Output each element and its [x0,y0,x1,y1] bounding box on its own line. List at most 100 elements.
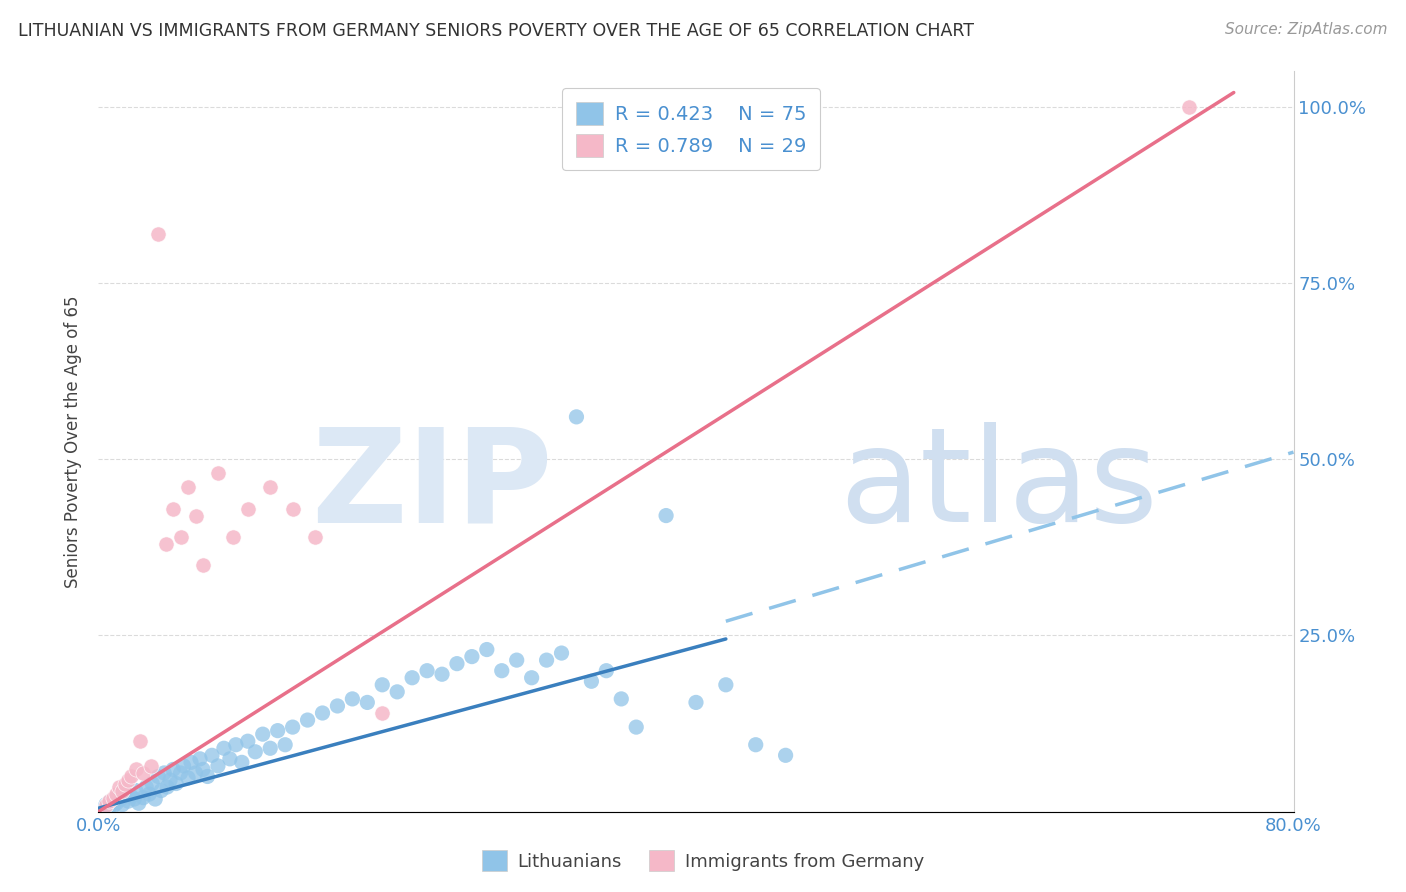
Point [135,780,157,794]
Point [626,720,648,734]
Point [132,790,155,805]
Point [191,558,214,572]
Point [156,780,179,794]
Point [401,671,423,685]
Point [120,789,142,804]
Point [110,792,132,806]
Point [281,501,304,516]
Point [259,480,281,494]
Point [180,756,202,770]
Point [274,738,297,752]
Point [371,678,394,692]
Point [117,794,139,808]
Point [114,787,136,801]
Point [219,752,242,766]
Point [159,772,181,787]
Text: ZIP: ZIP [311,423,553,549]
Point [491,664,513,678]
Point [610,692,633,706]
Point [103,790,125,805]
Y-axis label: Seniors Poverty Over the Age of 65: Seniors Poverty Over the Age of 65 [65,295,83,588]
Point [356,695,378,709]
Point [595,664,617,678]
Point [207,467,229,481]
Point [565,409,588,424]
Point [252,727,274,741]
Point [342,692,364,706]
Point [304,530,326,544]
Legend: R = 0.423    N = 75, R = 0.789    N = 29: R = 0.423 N = 75, R = 0.789 N = 29 [562,88,820,170]
Point [125,783,148,797]
Point [1178,100,1201,114]
Point [125,763,148,777]
Point [685,695,707,709]
Point [297,713,319,727]
Point [111,797,134,812]
Point [184,766,207,780]
Point [139,759,162,773]
Point [155,537,177,551]
Point [107,790,129,805]
Point [430,667,453,681]
Point [655,508,678,523]
Point [475,642,498,657]
Point [461,649,484,664]
Point [117,772,139,787]
Point [124,792,146,806]
Point [143,792,166,806]
Point [103,799,125,814]
Point [581,674,603,689]
Point [212,741,235,756]
Point [148,769,170,783]
Point [267,723,290,738]
Point [201,748,224,763]
Point [326,501,349,516]
Point [98,794,122,808]
Point [162,501,184,516]
Point [120,769,142,783]
Point [222,530,245,544]
Point [148,227,170,241]
Point [236,734,259,748]
Point [245,745,267,759]
Point [94,797,117,812]
Point [97,801,120,815]
Point [714,678,737,692]
Point [108,780,131,794]
Point [416,664,439,678]
Point [169,766,191,780]
Legend: Lithuanians, Immigrants from Germany: Lithuanians, Immigrants from Germany [474,843,932,879]
Point [184,508,207,523]
Point [207,759,229,773]
Point [173,759,195,773]
Point [326,698,349,713]
Point [311,706,333,720]
Point [138,787,160,801]
Point [141,776,163,790]
Point [132,766,155,780]
Point [188,752,211,766]
Point [520,671,543,685]
Point [177,480,200,494]
Point [150,783,173,797]
Point [536,653,558,667]
Point [97,794,120,808]
Point [281,720,304,734]
Point [129,734,152,748]
Text: Source: ZipAtlas.com: Source: ZipAtlas.com [1225,22,1388,37]
Point [177,771,200,785]
Point [236,501,259,516]
Text: LITHUANIAN VS IMMIGRANTS FROM GERMANY SENIORS POVERTY OVER THE AGE OF 65 CORRELA: LITHUANIAN VS IMMIGRANTS FROM GERMANY SE… [18,22,974,40]
Point [162,763,184,777]
Point [550,646,572,660]
Point [114,776,136,790]
Point [111,783,134,797]
Point [745,738,768,752]
Point [231,756,253,770]
Point [94,797,117,812]
Point [128,797,150,811]
Point [197,769,219,783]
Point [371,706,394,720]
Point [259,741,281,756]
Point [191,763,214,777]
